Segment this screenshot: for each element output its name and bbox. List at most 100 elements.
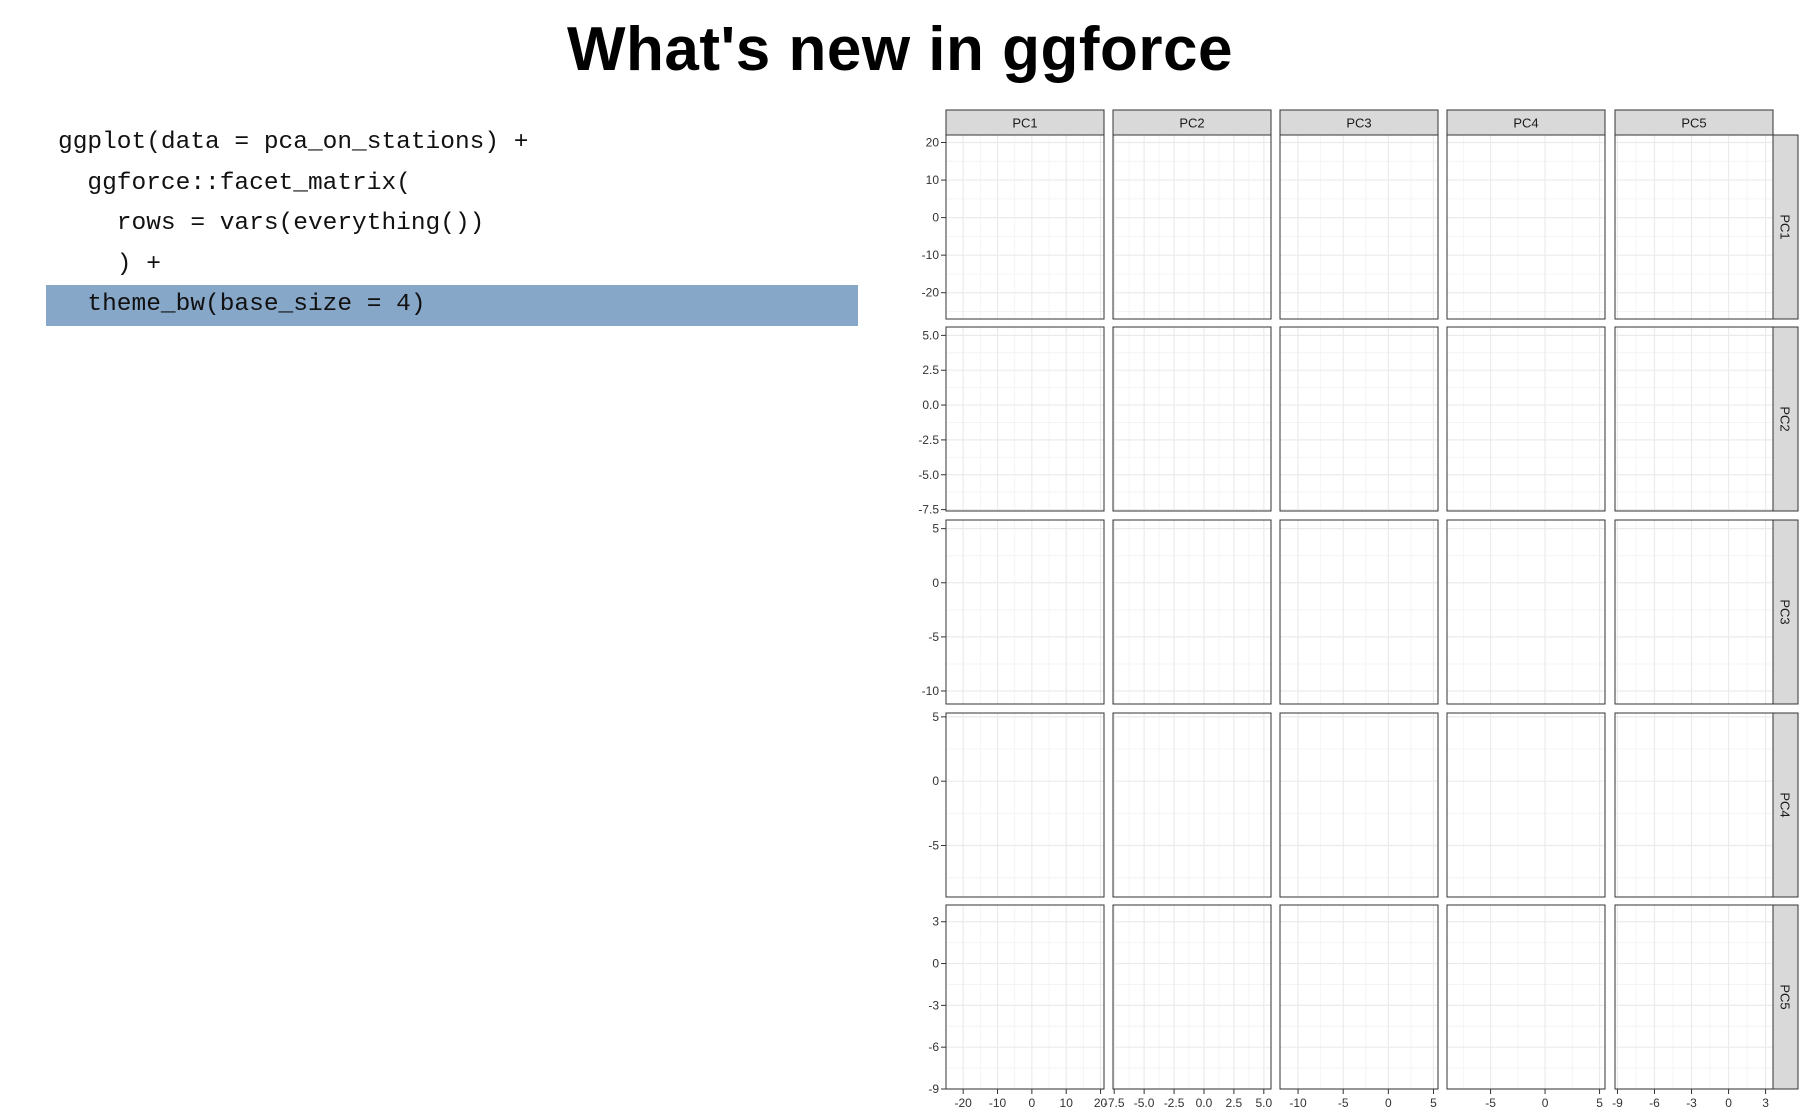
row-strip: [1772, 326, 1799, 512]
column-strip-label: PC1: [1012, 116, 1037, 131]
x-tick-label: 3: [1762, 1096, 1769, 1110]
x-tick-label: -2.5: [1164, 1096, 1185, 1110]
row-strip-label: PC5: [1778, 984, 1793, 1009]
x-tick-label: 0: [1029, 1096, 1036, 1110]
x-tick-label: -6: [1649, 1096, 1660, 1110]
facet-panel: [1447, 327, 1605, 511]
y-tick-label: 5: [932, 710, 939, 724]
y-tick-label: -6: [928, 1040, 939, 1054]
y-tick-label: 5.0: [922, 328, 939, 342]
y-tick-label: 5: [932, 522, 939, 536]
panel-border: [1446, 326, 1606, 512]
facet-panel: [946, 520, 1104, 704]
y-tick-label: -3: [928, 998, 939, 1012]
panel-border: [945, 326, 1105, 512]
row-strip: [1772, 712, 1799, 898]
y-tick-label: 10: [926, 173, 940, 187]
x-tick-label: 0.0: [1196, 1096, 1213, 1110]
facet-panel: [1447, 520, 1605, 704]
y-tick-label: -5.0: [918, 468, 939, 482]
panel-border: [1112, 519, 1272, 705]
column-strip: [1446, 109, 1606, 136]
code-block: ggplot(data = pca_on_stations) + ggforce…: [46, 123, 858, 326]
code-line: ggplot(data = pca_on_stations) +: [58, 129, 529, 156]
panel-border: [1112, 326, 1272, 512]
row-strip-label: PC1: [1778, 214, 1793, 239]
x-tick-label: -10: [989, 1096, 1007, 1110]
facet-panel: [946, 713, 1104, 897]
facet-panel: [1615, 905, 1773, 1089]
panel-border: [1279, 712, 1439, 898]
facet-panel: [1447, 905, 1605, 1089]
facet-panel: [1615, 713, 1773, 897]
facet-panel: [1113, 905, 1271, 1089]
y-tick-label: -2.5: [918, 433, 939, 447]
facet-panel: [1280, 327, 1438, 511]
y-tick-label: 0: [932, 576, 939, 590]
facet-panel: [1280, 905, 1438, 1089]
panel-border: [1279, 519, 1439, 705]
x-tick-label: -10: [1289, 1096, 1307, 1110]
facet-panel: [1113, 327, 1271, 511]
y-tick-label: 0: [932, 774, 939, 788]
code-line: ggforce::facet_matrix(: [58, 169, 411, 197]
x-tick-label: 5: [1596, 1096, 1603, 1110]
column-strip: [1279, 109, 1439, 136]
column-strip-label: PC2: [1179, 116, 1204, 131]
x-tick-label: -20: [955, 1096, 973, 1110]
x-tick-label: -5: [1485, 1096, 1496, 1110]
x-tick-label: 5: [1430, 1096, 1437, 1110]
row-strip: [1772, 904, 1799, 1090]
y-tick-label: 20: [926, 136, 940, 150]
row-strip-label: PC4: [1778, 792, 1793, 817]
row-strip-label: PC2: [1778, 406, 1793, 431]
column-strip-label: PC5: [1681, 116, 1706, 131]
panel-border: [1446, 904, 1606, 1090]
facet-panel: [1280, 713, 1438, 897]
code-line: ) +: [58, 250, 161, 278]
facet-panel: [1113, 135, 1271, 319]
x-tick-label: -9: [1612, 1096, 1623, 1110]
facet-panel: [1447, 135, 1605, 319]
panel-border: [945, 712, 1105, 898]
x-tick-label: 10: [1060, 1096, 1074, 1110]
column-strip-label: PC4: [1513, 116, 1538, 131]
y-tick-label: -9: [928, 1082, 939, 1096]
y-tick-label: -5: [928, 630, 939, 644]
facet-panel: [1447, 713, 1605, 897]
row-strip: [1772, 134, 1799, 320]
column-strip-label: PC3: [1346, 116, 1371, 131]
y-tick-label: -10: [922, 684, 940, 698]
x-tick-label: 0: [1542, 1096, 1549, 1110]
facet-panel: [1280, 135, 1438, 319]
facet-panel: [1113, 713, 1271, 897]
y-tick-label: 2.5: [922, 363, 939, 377]
x-tick-label: -3: [1686, 1096, 1697, 1110]
column-strip: [1112, 109, 1272, 136]
row-strip-label: PC3: [1778, 599, 1793, 624]
y-tick-label: -5: [928, 839, 939, 853]
facet-panel: [946, 327, 1104, 511]
facet-panel: [1615, 327, 1773, 511]
panel-border: [1112, 712, 1272, 898]
column-strip: [945, 109, 1105, 136]
code-line-highlighted: theme_bw(base_size = 4): [46, 285, 858, 326]
x-tick-label: -7.5: [1104, 1096, 1125, 1110]
y-tick-label: -20: [922, 286, 940, 300]
x-tick-label: 5.0: [1255, 1096, 1272, 1110]
x-tick-label: 0: [1725, 1096, 1732, 1110]
facet-panel: [946, 135, 1104, 319]
y-tick-label: 3: [932, 915, 939, 929]
panel-border: [1112, 904, 1272, 1090]
facet-panel: [1113, 520, 1271, 704]
x-tick-label: -5: [1338, 1096, 1349, 1110]
facet-panel: [1615, 135, 1773, 319]
slide-title: What's new in ggforce: [567, 15, 1233, 84]
x-tick-label: 2.5: [1226, 1096, 1243, 1110]
y-tick-label: 0.0: [922, 398, 939, 412]
column-strip: [1614, 109, 1774, 136]
y-tick-label: 0: [932, 211, 939, 225]
x-tick-label: -5.0: [1134, 1096, 1155, 1110]
panel-border: [1279, 326, 1439, 512]
facet-panel: [1615, 520, 1773, 704]
